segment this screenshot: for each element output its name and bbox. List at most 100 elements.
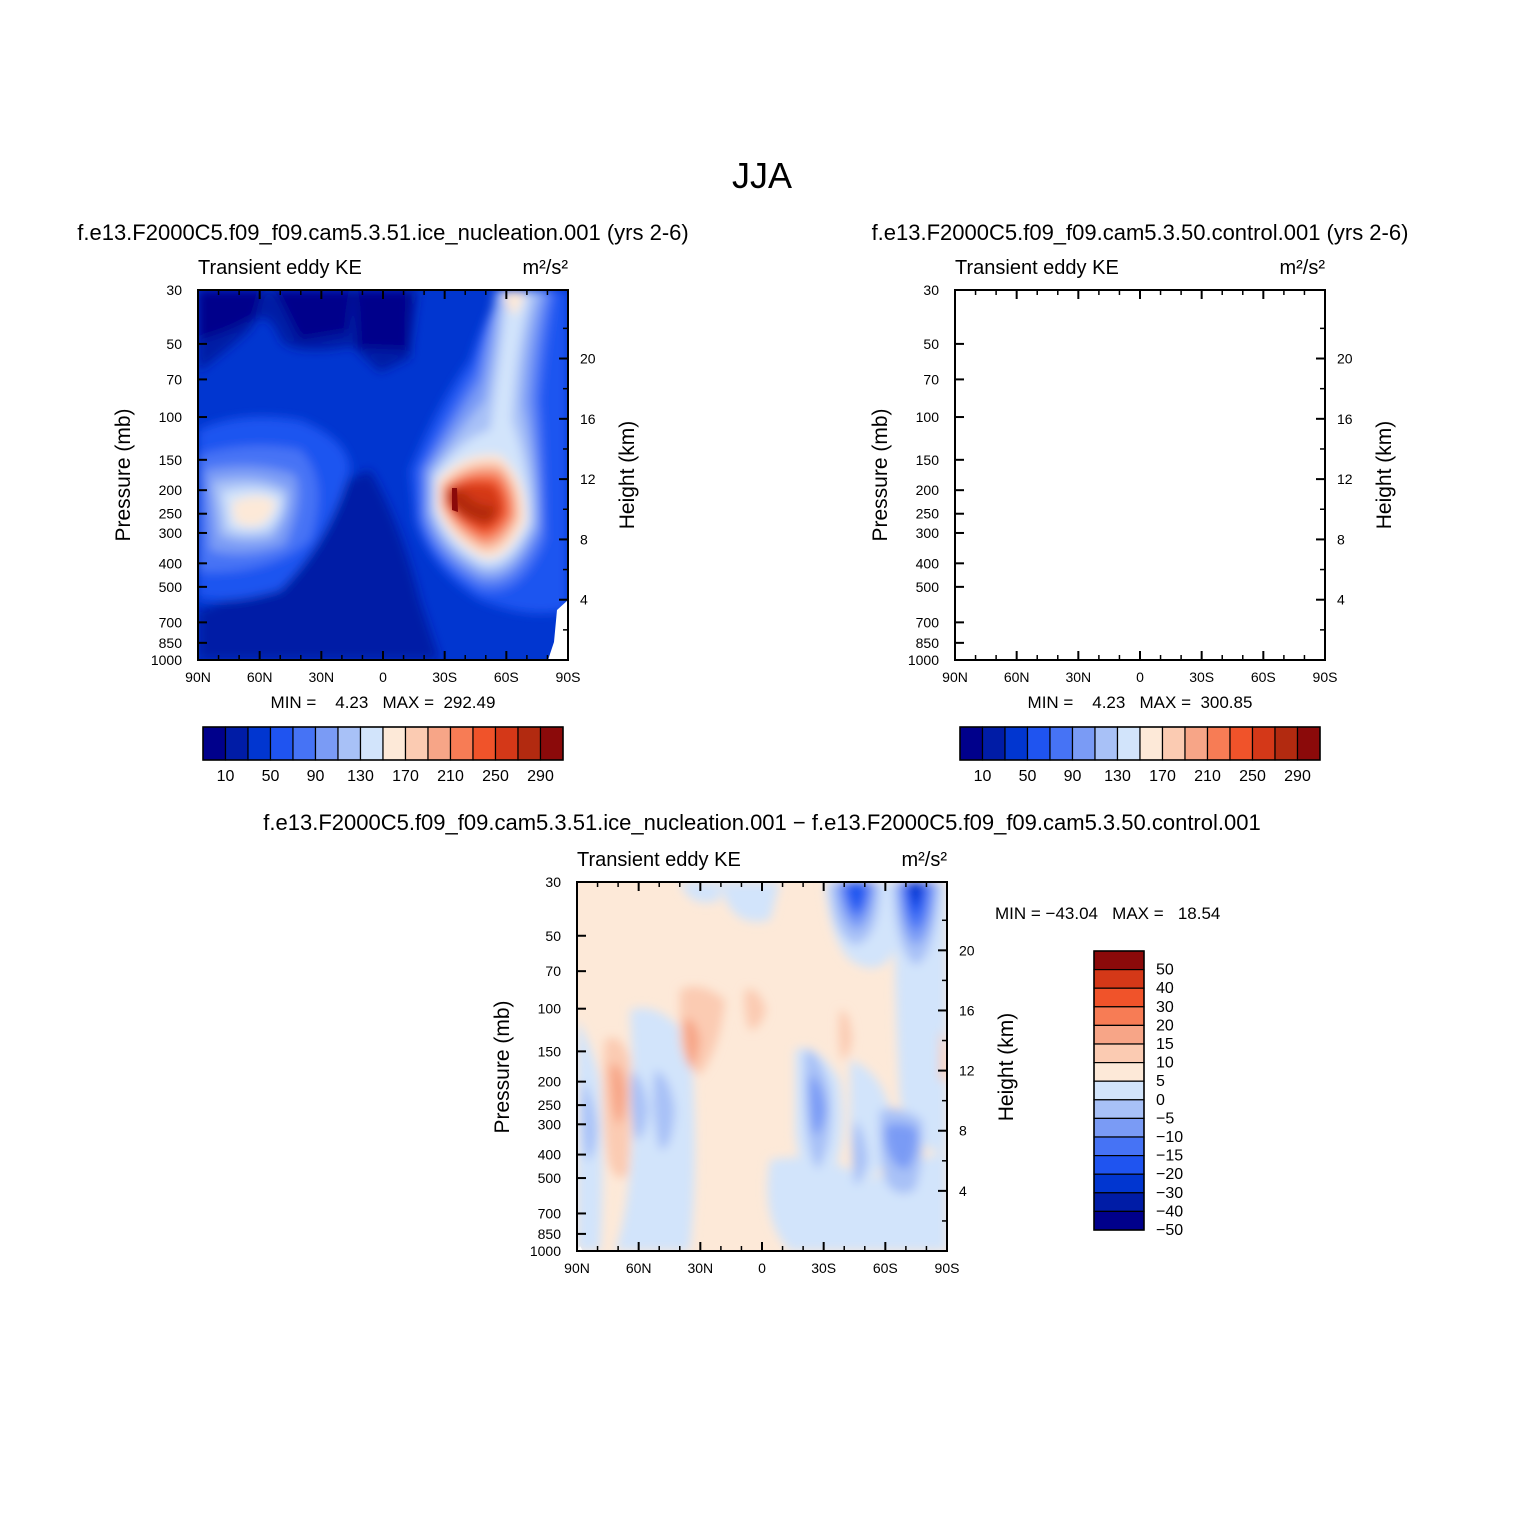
field-level-mid-left7 (1001, 504, 1027, 524)
colorbar-swatch (959, 726, 984, 761)
y-tick-label: 50 (545, 928, 561, 944)
colorbar-label: 20 (1156, 1017, 1174, 1034)
panel-test-axes: 90N 60N 30N 0 30S 60S 90S 30 50 70 100 150 200 250 300… (151, 282, 596, 685)
panel-difference-units-label: m²/s² (901, 849, 947, 871)
y-tick-label: 300 (916, 525, 940, 541)
field-level-dark-bottom (198, 470, 440, 660)
y-tick-label: 1000 (908, 652, 939, 668)
height-tick-label: 4 (580, 592, 588, 608)
colorbar-label: 15 (1156, 1036, 1174, 1053)
colorbar-label: 210 (1194, 768, 1221, 785)
colorbar-swatch (337, 726, 362, 761)
colorbar-swatch (359, 726, 384, 761)
x-tick-label: 60S (1251, 669, 1276, 685)
field-level-jet-2b (1255, 290, 1279, 307)
x-tick-label: 60S (873, 1260, 898, 1276)
field-neg-r3 (852, 1120, 868, 1185)
y-tick-label: 200 (538, 1074, 562, 1090)
height-tick-label: 20 (580, 351, 596, 367)
colorbar-label: 50 (262, 768, 280, 785)
panel-test-variable-label: Transient eddy KE (198, 257, 362, 279)
height-tick-label: 12 (959, 1063, 975, 1079)
field-pos-eq (744, 989, 766, 1030)
colorbar-swatch (1093, 1006, 1145, 1026)
colorbar-label: 170 (1149, 768, 1176, 785)
panel-test: f.e13.F2000C5.f09_f09.cam5.3.51.ice_nucl… (77, 220, 689, 785)
y-tick-label: 150 (916, 452, 940, 468)
height-tick-label: 8 (1337, 531, 1345, 547)
field-level-mid-left3 (962, 466, 1055, 554)
field-level-mid-left6 (232, 496, 276, 527)
colorbar-swatch (1093, 1099, 1145, 1120)
x-tick-label: 30S (811, 1260, 836, 1276)
field-max-core (1209, 486, 1216, 514)
panel-control-field (955, 290, 1325, 660)
field-pos-s (838, 1010, 852, 1060)
colorbar-swatch (1206, 726, 1231, 761)
x-tick-label: 60N (247, 669, 273, 685)
panel-difference: f.e13.F2000C5.f09_f09.cam5.3.51.ice_nucl… (263, 810, 1260, 1276)
colorbar-swatch (1093, 1192, 1145, 1213)
panel-difference-title: f.e13.F2000C5.f09_f09.cam5.3.51.ice_nucl… (263, 810, 1260, 835)
y-tick-label: 70 (923, 371, 939, 387)
y-tick-label: 70 (166, 371, 182, 387)
y-tick-label: 400 (538, 1147, 562, 1163)
field-topography (577, 1246, 583, 1251)
field-neg-r6 (885, 1123, 918, 1170)
colorbar-swatch (292, 726, 317, 761)
field-shapes (955, 290, 1325, 660)
season-title: JJA (732, 155, 792, 196)
colorbar-swatch (1093, 1210, 1145, 1231)
field-neg-strat-top (680, 882, 780, 922)
height-tick-label: 20 (1337, 351, 1353, 367)
y-tick-label: 300 (159, 525, 183, 541)
colorbar-swatch (1026, 726, 1051, 761)
field-level-mid-left5 (979, 488, 1039, 533)
field-neg-left2 (615, 1008, 695, 1251)
field-neg-l2 (582, 1080, 597, 1160)
field-level-jet-m4 (1205, 489, 1252, 522)
colorbar-frame (1093, 950, 1145, 1231)
colorbar-label: 10 (1156, 1055, 1174, 1072)
colorbar-label: 130 (1104, 768, 1131, 785)
height-tick-label: 4 (959, 1183, 967, 1199)
colorbar-swatch (1296, 726, 1321, 761)
colorbar-frame (202, 726, 564, 761)
colorbar-swatch (247, 726, 272, 761)
field-level-jet-m4 (448, 489, 496, 522)
y-tick-label: 850 (916, 635, 940, 651)
colorbar-label: −30 (1156, 1185, 1183, 1202)
y-tick-label: 250 (159, 506, 183, 522)
field-level-dark-top (955, 290, 1175, 372)
colorbar-label: 290 (527, 768, 554, 785)
y-tick-label: 400 (916, 555, 940, 571)
field-level-dark-bottom (955, 470, 1197, 660)
field-pos-sub2 (683, 1019, 700, 1068)
y-tick-label: 500 (159, 579, 183, 595)
colorbar-swatch (404, 726, 429, 761)
x-tick-label: 30S (1189, 669, 1214, 685)
colorbar-label: 50 (1156, 962, 1174, 979)
field-level-jet-1 (1197, 461, 1277, 553)
colorbar-swatch (1094, 726, 1119, 761)
panel-test-ylabel: Pressure (mb) (112, 408, 135, 541)
field-level-jet-0 (1200, 467, 1273, 547)
colorbar-label: −50 (1156, 1222, 1183, 1239)
colorbar-swatch (1093, 1173, 1145, 1194)
y-tick-label: 50 (923, 336, 939, 352)
x-tick-label: 90S (1313, 669, 1338, 685)
colorbar-swatch (1184, 726, 1209, 761)
field-level-mid-left4 (969, 478, 1045, 540)
y-tick-label: 700 (916, 614, 940, 630)
colorbar-swatch (1274, 726, 1299, 761)
field-level-jet-2 (1194, 290, 1289, 559)
field-level-darkest-top (955, 290, 1167, 350)
y-tick-label: 50 (166, 336, 182, 352)
colorbar-swatch (517, 726, 542, 761)
panel-control-variable-label: Transient eddy KE (955, 257, 1119, 279)
colorbar-swatch (539, 726, 564, 761)
colorbar-swatch (269, 726, 294, 761)
field-level-jet-7 (1167, 290, 1325, 613)
colorbar-label: 90 (1064, 768, 1082, 785)
